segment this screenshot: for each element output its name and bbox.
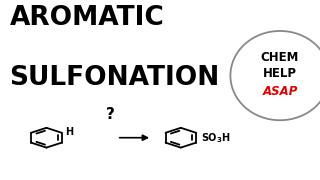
Text: H: H [221,133,229,143]
Text: SO: SO [201,133,216,143]
Text: AROMATIC: AROMATIC [10,5,164,31]
Text: 3: 3 [216,138,221,143]
Text: ASAP: ASAP [262,85,298,98]
Text: SULFONATION: SULFONATION [10,65,220,91]
Text: ?: ? [106,107,115,122]
Text: CHEM: CHEM [261,51,299,64]
Text: HELP: HELP [263,67,297,80]
Text: H: H [66,127,74,137]
